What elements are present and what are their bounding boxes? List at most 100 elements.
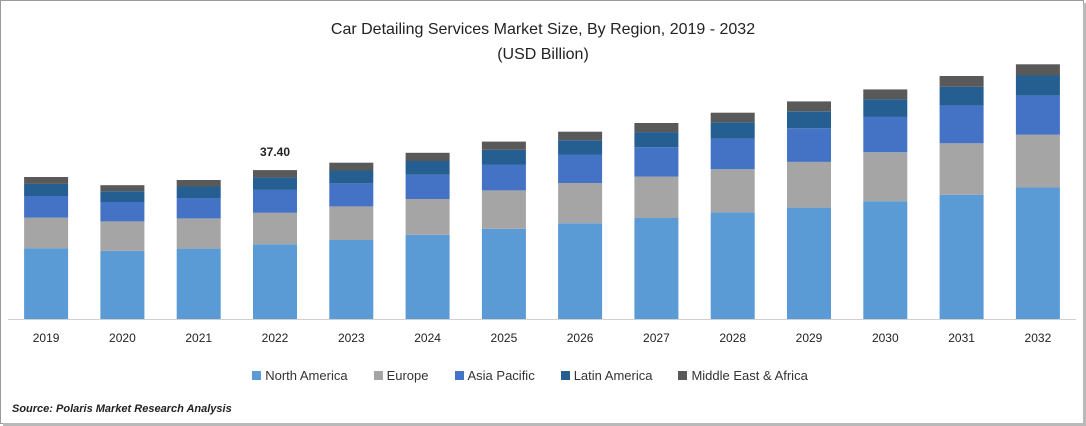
bar-segment-europe-2021: [176, 218, 221, 249]
legend-swatch: [560, 371, 570, 380]
legend-item-north-america: North America: [252, 368, 348, 383]
bar-segment-north-america-2028: [710, 212, 755, 319]
legend-swatch: [373, 371, 383, 380]
bar-segment-europe-2028: [710, 169, 755, 213]
bar-segment-asia-pacific-2021: [176, 198, 221, 219]
bar-segment-latin-america-2021: [176, 186, 221, 199]
bar-segment-europe-2027: [634, 176, 679, 218]
bar-segment-middle-east-africa-2030: [863, 89, 908, 100]
bar-segment-latin-america-2024: [405, 161, 450, 175]
x-tick-label: 2022: [262, 331, 289, 345]
bar-segment-middle-east-africa-2022: [253, 170, 297, 178]
bar-segment-asia-pacific-2027: [634, 147, 679, 177]
x-tick-label: 2020: [109, 331, 136, 345]
bar-segment-europe-2029: [787, 161, 831, 208]
bar-segment-asia-pacific-2020: [100, 202, 145, 222]
x-tick-label: 2028: [719, 331, 746, 345]
bar-segment-north-america-2021: [176, 248, 221, 319]
bar-segment-latin-america-2026: [558, 140, 603, 155]
chart-subtitle: (USD Billion): [497, 46, 589, 63]
bar-segment-latin-america-2032: [1015, 75, 1060, 96]
legend: North America Europe Asia Pacific Latin Ame…: [0, 368, 1086, 383]
bar-segment-latin-america-2022: [253, 177, 297, 190]
x-tick-label: 2023: [338, 331, 365, 345]
bar-segment-latin-america-2027: [634, 132, 679, 148]
bar-segment-asia-pacific-2028: [710, 138, 755, 170]
bar-segment-latin-america-2029: [787, 111, 831, 129]
bar-segment-asia-pacific-2026: [558, 154, 603, 183]
legend-label: North America: [265, 368, 348, 383]
bar-segment-latin-america-2019: [24, 183, 69, 196]
data-label-2022: 37.40: [260, 145, 290, 159]
x-tick-label: 2019: [33, 331, 60, 345]
bar-segment-latin-america-2025: [481, 149, 526, 165]
bar-segment-middle-east-africa-2024: [405, 152, 450, 161]
bar-segment-north-america-2032: [1015, 187, 1060, 319]
legend-item-middle-east-africa: Middle East & Africa: [678, 368, 808, 383]
bar-segment-europe-2032: [1015, 134, 1060, 188]
frame-shadow: [3, 3, 1086, 426]
bar-segment-middle-east-africa-2032: [1015, 64, 1060, 76]
bar-segment-asia-pacific-2024: [405, 174, 450, 199]
x-tick-label: 2025: [491, 331, 518, 345]
bar-segment-middle-east-africa-2026: [558, 131, 603, 141]
bar-segment-latin-america-2028: [710, 122, 755, 139]
bar-segment-europe-2022: [253, 212, 297, 245]
x-tick-label: 2030: [872, 331, 899, 345]
bar-segment-middle-east-africa-2027: [634, 123, 679, 133]
bar-segment-asia-pacific-2023: [329, 183, 374, 207]
bar-segment-middle-east-africa-2021: [176, 180, 221, 187]
x-tick-label: 2026: [567, 331, 594, 345]
bar-segment-asia-pacific-2031: [939, 105, 984, 144]
bar-segment-europe-2031: [939, 143, 984, 195]
legend-label: Asia Pacific: [467, 368, 535, 383]
bar-segment-north-america-2023: [329, 240, 374, 319]
bar-segment-europe-2026: [558, 183, 603, 224]
bar-segment-europe-2023: [329, 206, 374, 240]
legend-swatch: [678, 371, 688, 380]
x-tick-label: 2021: [185, 331, 212, 345]
bar-segment-north-america-2029: [787, 207, 831, 319]
bar-segment-asia-pacific-2022: [253, 189, 297, 213]
bar-segment-middle-east-africa-2029: [787, 101, 831, 112]
bar-segment-north-america-2026: [558, 223, 603, 319]
bar-segment-north-america-2031: [939, 194, 984, 319]
bar-segment-north-america-2027: [634, 218, 679, 319]
bar-segment-europe-2024: [405, 199, 450, 235]
bar-segment-middle-east-africa-2023: [329, 162, 374, 171]
stacked-bar-chart: 2019 2020 2021 2022 37.40 2023 2024 2025 2026 202…: [8, 64, 1076, 345]
bar-segment-asia-pacific-2030: [863, 116, 908, 153]
bar-segment-europe-2030: [863, 152, 908, 202]
x-tick-label: 2031: [948, 331, 975, 345]
chart-title: Car Detailing Services Market Size, By R…: [330, 21, 756, 38]
bar-segment-asia-pacific-2032: [1015, 95, 1060, 135]
legend-item-latin-america: Latin America: [560, 368, 653, 383]
bar-segment-north-america-2025: [481, 228, 526, 319]
bar-segment-europe-2020: [100, 221, 145, 251]
bar-segment-asia-pacific-2019: [24, 196, 69, 218]
x-tick-label: 2024: [414, 331, 441, 345]
bar-segment-asia-pacific-2029: [787, 128, 831, 162]
bar-segment-latin-america-2023: [329, 170, 374, 184]
x-tick-label: 2032: [1025, 331, 1052, 345]
legend-label: Latin America: [573, 368, 653, 383]
bar-segment-north-america-2020: [100, 250, 145, 319]
bar-segment-north-america-2030: [863, 201, 908, 319]
legend-label: Middle East & Africa: [691, 368, 808, 383]
x-tick-label: 2029: [796, 331, 823, 345]
bar-segment-latin-america-2020: [100, 191, 145, 202]
legend-label: Europe: [386, 368, 429, 383]
bar-segment-asia-pacific-2025: [481, 164, 526, 191]
legend-swatch: [454, 371, 464, 380]
legend-swatch: [252, 371, 262, 380]
legend-item-europe: Europe: [373, 368, 429, 383]
bar-segment-north-america-2019: [24, 248, 69, 319]
bar-segment-europe-2019: [24, 217, 69, 249]
bar-segment-latin-america-2030: [863, 99, 908, 117]
bar-segment-middle-east-africa-2028: [710, 112, 755, 123]
legend-item-asia-pacific: Asia Pacific: [454, 368, 535, 383]
bar-segment-north-america-2022: [253, 244, 297, 319]
bar-segment-latin-america-2031: [939, 86, 984, 106]
bar-segment-north-america-2024: [405, 234, 450, 319]
bar-segment-middle-east-africa-2019: [24, 177, 69, 184]
